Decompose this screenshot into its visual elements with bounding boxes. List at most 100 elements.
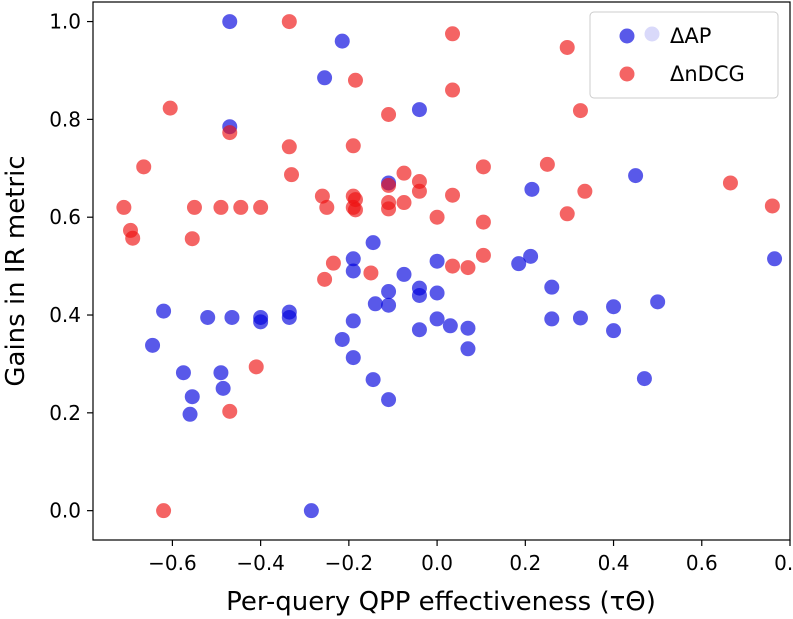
data-point-ap xyxy=(442,318,458,334)
y-tick-label: 0.6 xyxy=(49,205,81,229)
data-point-ap xyxy=(175,365,191,381)
data-point-ap xyxy=(429,253,445,269)
data-point-ap xyxy=(381,284,397,300)
data-point-ap xyxy=(213,365,229,381)
data-point-ndcg xyxy=(764,198,780,214)
data-point-ap xyxy=(767,251,783,267)
data-point-ap xyxy=(222,14,238,30)
data-point-ndcg xyxy=(381,177,397,193)
x-tick-label: −0.2 xyxy=(325,551,374,575)
data-point-ap xyxy=(460,341,476,357)
data-point-ap xyxy=(411,322,427,338)
data-point-ap xyxy=(317,70,333,86)
data-point-ndcg xyxy=(411,183,427,199)
data-point-ap xyxy=(367,296,383,312)
data-point-ndcg xyxy=(577,183,593,199)
data-point-ndcg xyxy=(233,199,249,215)
data-point-ndcg xyxy=(722,175,738,191)
data-point-ap xyxy=(224,309,240,325)
data-point-ndcg xyxy=(539,156,555,172)
data-point-ap xyxy=(511,256,527,272)
data-point-ap xyxy=(345,350,361,366)
data-point-ndcg xyxy=(559,206,575,222)
data-point-ap xyxy=(606,299,622,315)
data-point-ndcg xyxy=(253,199,269,215)
data-point-ndcg xyxy=(281,14,297,30)
data-point-ap xyxy=(182,406,198,422)
legend-frame xyxy=(589,11,779,99)
x-tick-label: 0.6 xyxy=(686,551,718,575)
plot-area-frame xyxy=(92,1,791,541)
data-point-ndcg xyxy=(363,265,379,281)
data-point-ndcg xyxy=(345,138,361,154)
y-axis: 0.0 0.2 0.4 0.6 0.8 1.0 xyxy=(49,10,93,523)
data-point-ndcg xyxy=(347,202,363,218)
data-point-ndcg xyxy=(281,139,297,155)
data-point-ndcg xyxy=(213,199,229,215)
data-point-ndcg xyxy=(381,201,397,217)
data-point-ap xyxy=(606,323,622,339)
data-point-ndcg xyxy=(136,159,152,175)
data-point-ap xyxy=(636,371,652,387)
data-point-ap xyxy=(628,168,644,184)
data-point-ap xyxy=(572,310,588,326)
data-point-ap xyxy=(381,297,397,313)
data-point-ndcg xyxy=(248,359,264,375)
x-tick-label: 0.4 xyxy=(598,551,630,575)
data-point-ap xyxy=(396,266,412,282)
data-point-ndcg xyxy=(381,106,397,122)
x-tick-label: 0.2 xyxy=(509,551,541,575)
data-point-ap xyxy=(544,311,560,327)
data-point-ndcg xyxy=(475,159,491,175)
data-point-ap xyxy=(184,389,200,405)
data-point-ndcg xyxy=(559,39,575,55)
y-axis-label: Gains in IR metric xyxy=(1,155,31,386)
data-point-ndcg xyxy=(475,214,491,230)
data-point-ap xyxy=(281,309,297,325)
data-point-ndcg xyxy=(460,260,476,276)
legend-marker-ap-ghost xyxy=(644,26,660,42)
data-point-ap xyxy=(334,331,350,347)
data-points xyxy=(116,14,783,519)
data-point-ap xyxy=(429,285,445,301)
data-point-ndcg xyxy=(445,82,461,98)
x-tick-label: −0.6 xyxy=(148,551,197,575)
legend-label-ap: ΔAP xyxy=(670,24,711,48)
data-point-ndcg xyxy=(347,72,363,88)
data-point-ndcg xyxy=(222,125,238,141)
data-point-ap xyxy=(544,279,560,295)
data-point-ap xyxy=(215,380,231,396)
data-point-ap xyxy=(460,320,476,336)
legend-label-ndcg: ΔnDCG xyxy=(670,62,745,86)
data-point-ndcg xyxy=(162,100,178,116)
y-tick-label: 0.4 xyxy=(49,303,81,327)
data-point-ap xyxy=(429,311,445,327)
data-point-ap xyxy=(411,287,427,303)
data-point-ndcg xyxy=(184,231,200,247)
data-point-ndcg xyxy=(317,271,333,287)
data-point-ap xyxy=(523,248,539,264)
data-point-ndcg xyxy=(125,230,141,246)
x-tick-label: −0.4 xyxy=(236,551,285,575)
data-point-ap xyxy=(524,181,540,197)
data-point-ndcg xyxy=(445,187,461,203)
data-point-ndcg xyxy=(445,26,461,42)
y-tick-label: 1.0 xyxy=(49,10,81,34)
y-tick-label: 0.0 xyxy=(49,499,81,523)
data-point-ndcg xyxy=(284,167,300,183)
data-point-ap xyxy=(156,303,172,319)
x-axis: −0.6 −0.4 −0.2 0.0 0.2 0.4 0.6 0.8 xyxy=(148,540,793,575)
data-point-ndcg xyxy=(319,199,335,215)
data-point-ndcg xyxy=(445,258,461,274)
data-point-ap xyxy=(345,313,361,329)
x-tick-label: 0.0 xyxy=(421,551,453,575)
data-point-ap xyxy=(411,102,427,118)
legend-marker-ndcg xyxy=(619,66,635,82)
data-point-ndcg xyxy=(429,209,445,225)
data-point-ndcg xyxy=(186,199,202,215)
data-point-ap xyxy=(365,372,381,388)
y-tick-label: 0.8 xyxy=(49,107,81,131)
data-point-ndcg xyxy=(116,199,132,215)
data-point-ap xyxy=(345,251,361,267)
